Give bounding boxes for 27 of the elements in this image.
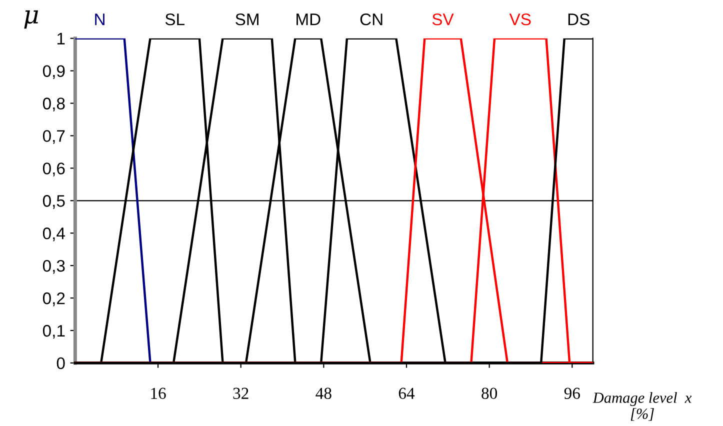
y-tick-label: 0,4 — [42, 228, 65, 242]
series-label: SM — [236, 14, 258, 26]
series-label: SL — [165, 14, 184, 26]
y-tick-label: 0,6 — [42, 162, 65, 176]
series-label: N — [95, 14, 104, 26]
x-tick-label: 16 — [151, 388, 166, 399]
x-tick-label: 80 — [482, 388, 498, 399]
y-tick-label: 0,9 — [42, 65, 65, 79]
series-label: DS — [568, 14, 590, 26]
y-tick-label: 0,8 — [42, 98, 65, 112]
series-label: MD — [296, 14, 320, 26]
x-tick-label: 96 — [564, 388, 580, 399]
x-tick-label: 32 — [233, 388, 248, 399]
x-axis-title: Damage level x [%] — [592, 392, 692, 421]
y-tick-label: 0,1 — [42, 324, 65, 339]
y-tick-label: 0,5 — [42, 195, 65, 209]
y-tick-label: 0 — [56, 357, 65, 370]
x-tick-label: 64 — [398, 388, 415, 399]
y-tick-label: 0,2 — [42, 292, 65, 306]
y-tick-label: 1 — [57, 32, 65, 44]
y-axis-title: μ — [24, 10, 38, 29]
series-label: CN — [360, 14, 382, 26]
series-label: VS — [509, 14, 531, 26]
y-tick-label: 0,3 — [42, 260, 65, 274]
x-tick-label: 48 — [316, 388, 332, 399]
series-label: SV — [432, 14, 454, 26]
y-tick-label: 0,7 — [42, 130, 65, 144]
